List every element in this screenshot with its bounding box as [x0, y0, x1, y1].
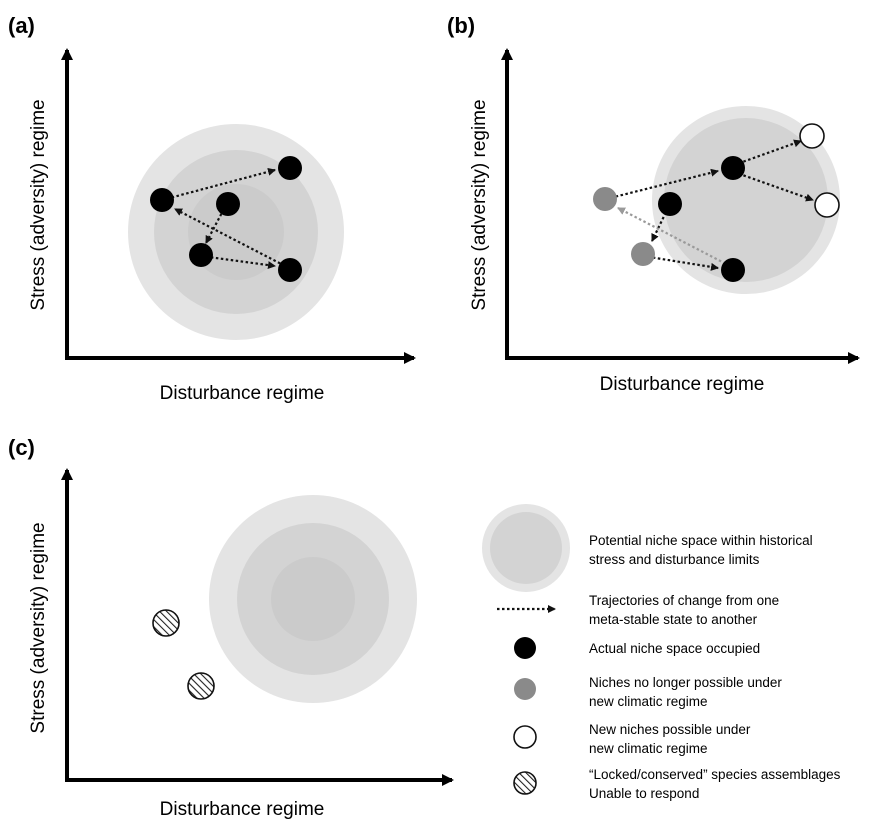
- panel-label: (c): [8, 435, 35, 460]
- panel-b: (b) Disturban: [447, 13, 860, 395]
- legend-text-lost: Niches no longer possible under new clim…: [589, 675, 786, 709]
- new-niches: [799, 123, 840, 218]
- actual-niche-dot: [216, 192, 240, 216]
- trajectory-arrow: [174, 208, 290, 269]
- legend-text-new: New niches possible under new climatic r…: [589, 722, 754, 756]
- panel-c: (c) Disturbance regime Stress (adversity…: [8, 435, 454, 820]
- trajectory-arrow: [733, 139, 802, 167]
- x-axis-label: Disturbance regime: [600, 374, 765, 395]
- lost-niche-dot: [631, 242, 655, 266]
- panel-label: (b): [447, 13, 475, 38]
- actual-niche-dot: [721, 156, 745, 180]
- actual-niche-dot: [189, 243, 213, 267]
- legend-symbol-new: [513, 725, 537, 749]
- core-zone: [271, 557, 355, 641]
- legend-symbol-locked: [513, 771, 537, 795]
- panel-a: (a) Disturbance regime Stress (adversity…: [8, 13, 416, 404]
- y-axis-label: Stress (adversity) regime: [469, 99, 490, 310]
- y-axis-label: Stress (adversity) regime: [28, 99, 49, 310]
- axes: [61, 48, 416, 364]
- legend-symbol-actual: [514, 637, 536, 659]
- actual-niche-dot: [721, 258, 745, 282]
- niche-space-zone: [209, 495, 417, 703]
- y-axis-label: Stress (adversity) regime: [28, 522, 49, 733]
- x-axis-label: Disturbance regime: [160, 799, 325, 820]
- legend-text-actual: Actual niche space occupied: [589, 641, 760, 656]
- lost-niches: [593, 187, 655, 266]
- actual-niche-dot: [278, 258, 302, 282]
- x-axis-label: Disturbance regime: [160, 383, 325, 404]
- legend-text-niche-space: Potential niche space within historical …: [589, 533, 816, 567]
- actual-niche-dot: [658, 192, 682, 216]
- trajectory-arrow: [200, 254, 276, 270]
- legend-symbol-lost: [514, 678, 536, 700]
- locked-assemblages: [152, 609, 215, 700]
- actual-niches: [150, 156, 302, 282]
- locked-assemblage-dot: [152, 609, 180, 637]
- panel-label: (a): [8, 13, 35, 38]
- trajectory-arrow: [605, 168, 719, 201]
- trajectory-arrow: [161, 167, 276, 202]
- actual-niche-dot: [278, 156, 302, 180]
- new-niche-dot: [799, 123, 825, 149]
- lost-niche-dot: [593, 187, 617, 211]
- trajectory-arrow: [617, 207, 731, 267]
- legend-text-locked: “Locked/conserved” species assemblages U…: [589, 767, 844, 801]
- axes: [61, 468, 454, 786]
- axes: [501, 48, 860, 364]
- actual-niche-dot: [150, 188, 174, 212]
- new-niche-dot: [814, 192, 840, 218]
- legend-text-trajectory: Trajectories of change from one meta-sta…: [589, 593, 783, 627]
- niche-space-zone: [652, 106, 840, 294]
- trajectory-arrow: [733, 170, 814, 202]
- niche-space-zone: [128, 124, 344, 340]
- inner-zone: [664, 118, 828, 282]
- legend: Potential niche space within historical …: [482, 504, 844, 801]
- legend-symbol-niche-space: [482, 504, 570, 592]
- actual-niches: [658, 156, 745, 282]
- locked-assemblage-dot: [187, 672, 215, 700]
